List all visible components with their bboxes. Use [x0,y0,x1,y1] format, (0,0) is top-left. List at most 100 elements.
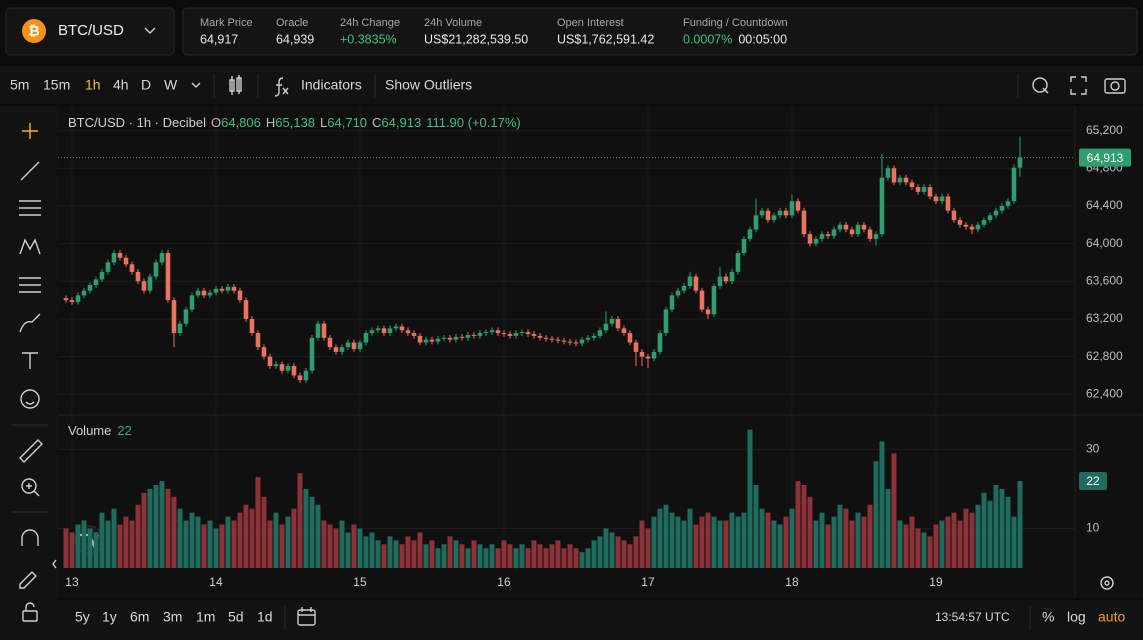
date-range-icon[interactable] [297,607,316,626]
percent-toggle[interactable]: % [1042,609,1054,625]
stat-value: US$1,762,591.42 [557,32,654,46]
candle-body [459,336,465,338]
crosshair-tool[interactable] [22,123,38,139]
volume-bar [447,536,453,568]
candle-body [447,337,453,340]
volume-title: Volume [68,423,111,438]
indicators-button[interactable]: Indicators [301,77,362,93]
volume-bar [753,484,759,568]
lock-draw-tool[interactable] [19,571,37,589]
fib-tool[interactable] [19,200,41,216]
candle-body [705,309,711,315]
candle-body [531,334,537,336]
drawing-toolbar [0,106,58,640]
pattern-tool[interactable] [19,238,41,255]
log-toggle[interactable]: log [1067,609,1086,625]
interval-button[interactable]: D [141,77,151,93]
lock-tool[interactable] [22,602,38,622]
volume-bar [333,528,339,568]
date-tick-label: 16 [497,575,511,589]
zoom-tool[interactable] [21,478,40,497]
fullscreen-icon[interactable] [1070,76,1087,95]
candle-body [513,333,519,336]
candle-body [231,286,237,291]
auto-toggle[interactable]: auto [1098,609,1125,625]
volume-bar [273,512,279,568]
volume-bar [747,429,753,568]
range-button[interactable]: 3m [163,609,182,625]
candle-body [135,271,141,282]
candle-body [993,210,999,216]
volume-bar [777,524,783,568]
candle-body [801,210,807,235]
range-button[interactable]: 5d [228,609,244,625]
volume-bar [837,504,843,568]
symbol-chevron[interactable] [144,27,156,34]
brush-tool[interactable] [19,313,41,333]
ohlc-value: 64,913 [381,115,421,130]
date-tick-label: 14 [209,575,223,589]
candle-body [987,215,993,221]
volume-bar [117,524,123,568]
candle-body [159,253,165,263]
emoji-tool[interactable] [20,389,40,409]
volume-bar [711,516,717,568]
volume-bar [663,504,669,568]
range-button[interactable]: 5y [75,609,90,625]
settings-icon[interactable] [1100,576,1114,590]
text-tool[interactable] [22,352,38,369]
ohlc-legend: BTC/USD · 1h · Decibel O64,806 H65,138 L64,… [68,115,521,130]
trendline-tool[interactable] [20,161,40,181]
outliers-button[interactable]: Show Outliers [385,77,472,93]
range-button[interactable]: 1y [102,609,117,625]
volume-bar [129,520,135,568]
volume-bar [873,461,879,568]
last-volume-badge [1079,472,1107,491]
range-button[interactable]: 6m [130,609,149,625]
interval-button[interactable]: 1h [85,77,101,93]
range-button[interactable]: 1d [257,609,273,625]
candle-body [225,286,231,291]
price-tick-label: 63,600 [1086,273,1123,287]
change-value: 111.90 (+0.17%) [426,115,521,130]
volume-bar [621,540,627,568]
range-button[interactable]: 1m [196,609,215,625]
symbol-box[interactable] [5,7,175,56]
candle-body [351,342,357,350]
volume-bar [633,536,639,568]
volume-bar [723,520,729,568]
ruler-tool[interactable] [19,439,43,463]
collapse-arrow[interactable] [52,559,57,569]
volume-bar [411,540,417,568]
volume-bar [171,496,177,568]
candle-body [885,168,891,178]
candle-body [573,342,579,344]
candle-body [453,336,459,340]
candle-body [381,328,387,334]
chart-type-icon[interactable] [229,75,242,95]
interval-chevron[interactable] [191,82,201,88]
candle-body [195,290,201,296]
interval-button[interactable]: 5m [10,77,29,93]
magnet-tool[interactable] [21,529,39,546]
screenshot-icon[interactable] [1104,78,1126,94]
volume-bar [285,516,291,568]
candle-body [483,332,489,334]
interval-button[interactable]: 15m [43,77,70,93]
volume-bar [231,520,237,568]
fx-icon[interactable] [274,77,289,97]
symbol[interactable]: BTC/USD [58,22,124,39]
projection-tool[interactable] [19,277,41,293]
volume-bar [789,508,795,568]
replay-icon[interactable] [1032,77,1049,94]
candle-body [657,333,663,352]
last-volume-label: 22 [1086,474,1100,488]
stat-label: 24h Volume [424,17,482,29]
volume-bar [891,453,897,568]
volume-bar [495,548,501,568]
candle-body [1005,201,1011,206]
interval-button[interactable]: W [164,77,178,93]
candle-body [957,220,963,225]
interval-button[interactable]: 4h [113,77,129,93]
volume-bar [921,532,927,568]
